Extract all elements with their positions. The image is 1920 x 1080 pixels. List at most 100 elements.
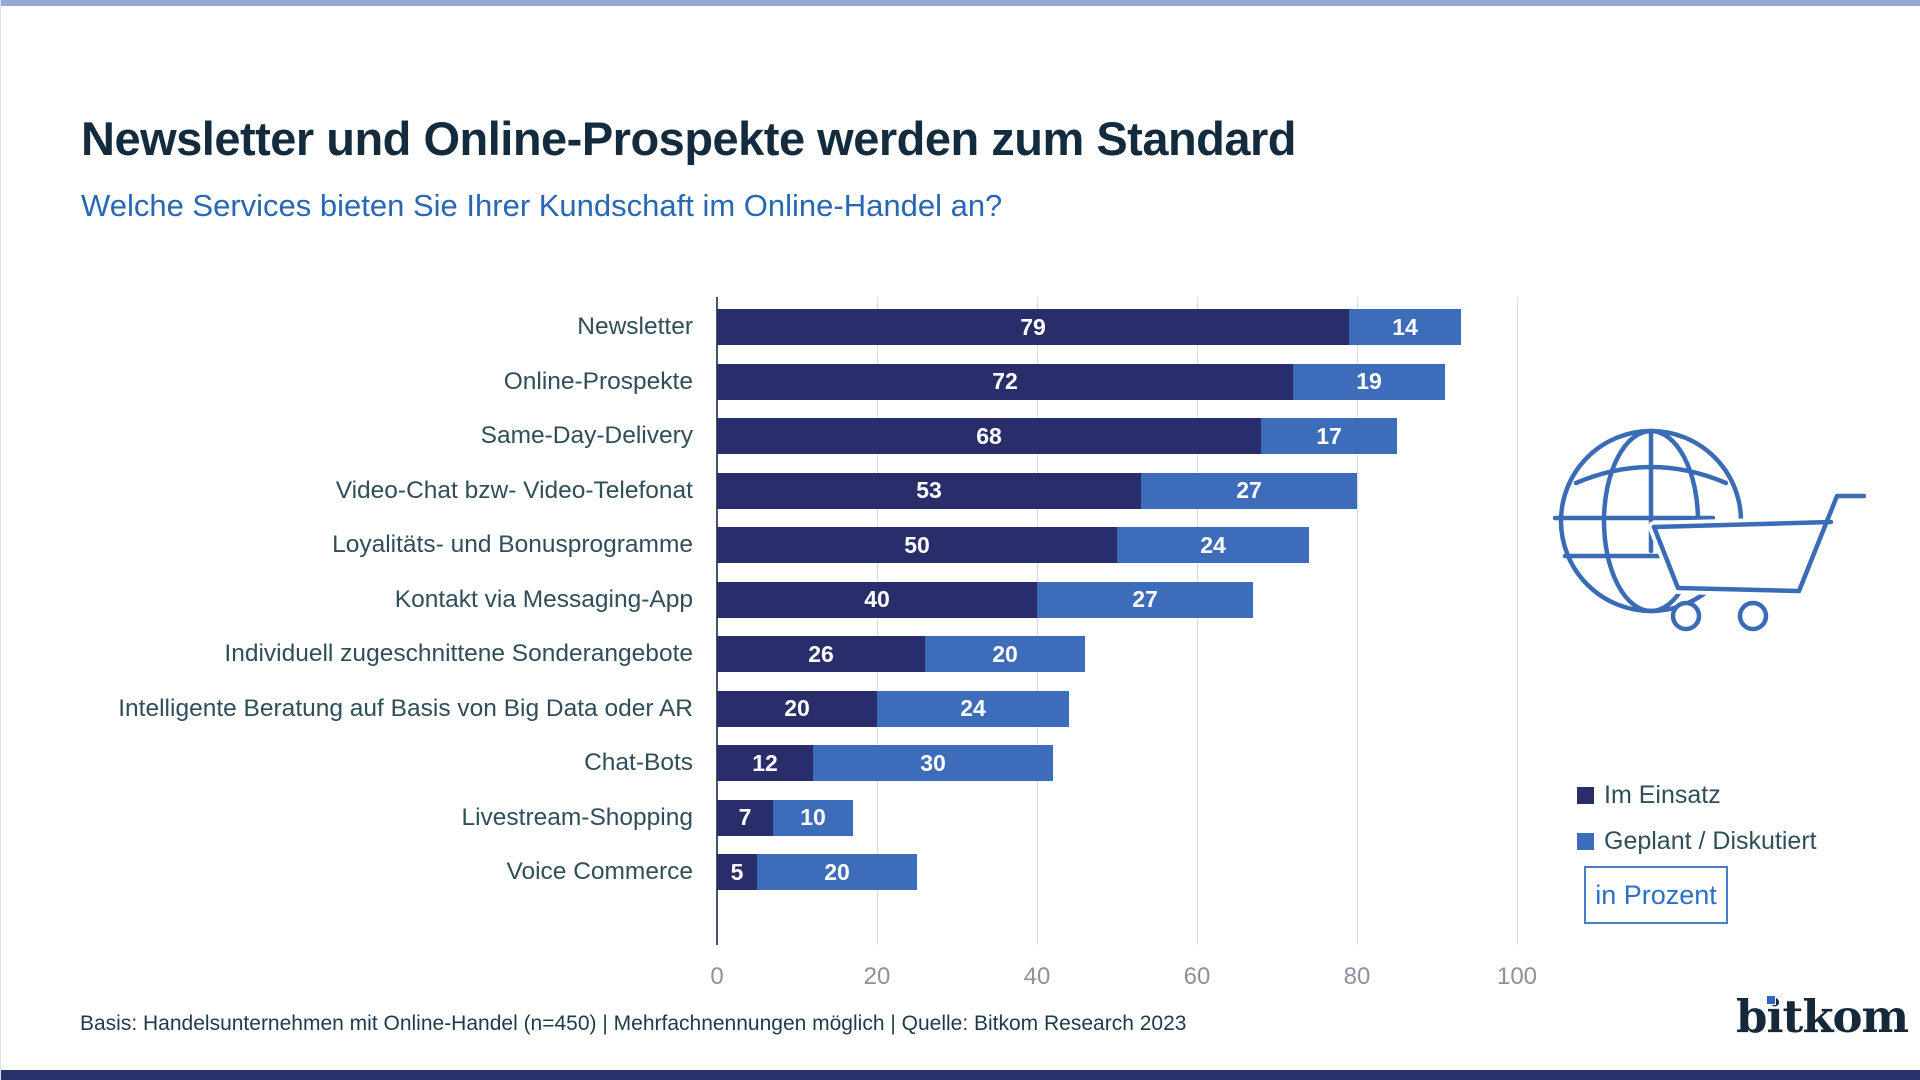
bar-value-label: 20 — [824, 858, 850, 885]
bar-track: 5 20 — [717, 854, 917, 891]
bar-track: 26 20 — [717, 636, 1085, 673]
chart-row: Newsletter 79 14 — [81, 300, 1541, 355]
page-title: Newsletter und Online-Prospekte werden z… — [81, 112, 1297, 166]
bar-segment-im-einsatz: 20 — [717, 690, 877, 727]
bar-track: 12 30 — [717, 745, 1053, 782]
bar-value-label: 26 — [808, 640, 834, 667]
bar-track: 72 19 — [717, 363, 1445, 400]
category-label: Livestream-Shopping — [461, 803, 693, 831]
stacked-bar-chart: Newsletter 79 14 Online-Prospekte 72 19 Same-D… — [81, 295, 1541, 995]
bar-value-label: 5 — [730, 858, 744, 885]
bar-segment-im-einsatz: 7 — [717, 799, 773, 836]
x-tick-label: 80 — [1343, 963, 1371, 990]
bitkom-logo-i-dot — [1767, 996, 1775, 1004]
category-label: Newsletter — [577, 313, 693, 341]
chart-row: Online-Prospekte 72 19 — [81, 355, 1541, 410]
bitkom-logo-text: bitkom — [1736, 990, 1909, 1043]
category-label: Same-Day-Delivery — [480, 422, 693, 450]
legend-swatch-geplant-diskutiert — [1577, 832, 1594, 850]
chart-row: Livestream-Shopping 7 10 — [81, 791, 1541, 846]
top-border-strip — [1, 0, 1920, 6]
x-tick-label: 0 — [710, 963, 724, 990]
bar-segment-geplant-diskutiert: 10 — [773, 799, 853, 836]
x-tick-label: 60 — [1183, 963, 1211, 990]
bar-value-label: 24 — [960, 695, 986, 722]
bar-segment-geplant-diskutiert: 20 — [925, 636, 1085, 673]
unit-box-label: in Prozent — [1595, 879, 1717, 910]
chart-row: Chat-Bots 12 30 — [81, 736, 1541, 791]
category-label: Loyalitäts- und Bonusprogramme — [332, 531, 693, 559]
chart-row: Video-Chat bzw- Video-Telefonat 53 27 — [81, 464, 1541, 519]
bar-value-label: 20 — [784, 695, 810, 722]
unit-box: in Prozent — [1584, 866, 1728, 924]
bar-segment-geplant-diskutiert: 17 — [1261, 418, 1397, 455]
globe-shopping-cart-icon — [1552, 428, 1867, 632]
source-note: Basis: Handelsunternehmen mit Online-Han… — [80, 1012, 1187, 1035]
bar-segment-im-einsatz: 53 — [717, 472, 1141, 509]
bar-segment-im-einsatz: 50 — [717, 527, 1117, 564]
category-label: Intelligente Beratung auf Basis von Big … — [118, 694, 693, 722]
bar-value-label: 50 — [904, 531, 930, 558]
bar-value-label: 40 — [864, 586, 890, 613]
bar-segment-im-einsatz: 72 — [717, 363, 1293, 400]
bar-segment-geplant-diskutiert: 24 — [877, 690, 1069, 727]
bar-segment-geplant-diskutiert: 20 — [757, 854, 917, 891]
chart-row: Kontakt via Messaging-App 40 27 — [81, 573, 1541, 628]
category-label: Video-Chat bzw- Video-Telefonat — [335, 476, 693, 504]
bar-track: 40 27 — [717, 581, 1253, 618]
x-tick-label: 40 — [1023, 963, 1051, 990]
bar-value-label: 72 — [992, 368, 1018, 395]
bar-value-label: 53 — [916, 477, 942, 504]
bar-value-label: 10 — [800, 804, 826, 831]
bar-value-label: 27 — [1132, 586, 1158, 613]
bar-segment-im-einsatz: 12 — [717, 745, 813, 782]
chart-row: Intelligente Beratung auf Basis von Big … — [81, 682, 1541, 737]
bar-segment-geplant-diskutiert: 14 — [1349, 309, 1461, 346]
bar-segment-geplant-diskutiert: 19 — [1293, 363, 1445, 400]
x-tick-label: 20 — [863, 963, 891, 990]
category-label: Online-Prospekte — [503, 367, 693, 395]
bar-segment-geplant-diskutiert: 24 — [1117, 527, 1309, 564]
bar-value-label: 12 — [752, 749, 778, 776]
legend-label: Geplant / Diskutiert — [1604, 826, 1817, 855]
bitkom-logo: bitkom — [1736, 990, 1909, 1043]
bar-value-label: 24 — [1200, 531, 1226, 558]
chart-row: Individuell zugeschnittene Sonderangebot… — [81, 627, 1541, 682]
bar-segment-geplant-diskutiert: 27 — [1141, 472, 1357, 509]
bar-value-label: 20 — [992, 640, 1018, 667]
bar-value-label: 17 — [1316, 422, 1342, 449]
category-label: Voice Commerce — [506, 858, 693, 886]
category-label: Chat-Bots — [584, 749, 693, 777]
bar-segment-im-einsatz: 79 — [717, 309, 1349, 346]
legend-label: Im Einsatz — [1604, 780, 1721, 809]
bar-value-label: 30 — [920, 749, 946, 776]
x-tick-label: 100 — [1496, 963, 1538, 990]
bar-segment-im-einsatz: 26 — [717, 636, 925, 673]
legend-item-geplant-diskutiert: Geplant / Diskutiert — [1577, 818, 1817, 864]
bar-track: 53 27 — [717, 472, 1357, 509]
bar-segment-im-einsatz: 68 — [717, 418, 1261, 455]
bar-value-label: 14 — [1392, 313, 1418, 340]
category-label: Individuell zugeschnittene Sonderangebot… — [224, 640, 693, 668]
chart-row: Voice Commerce 5 20 — [81, 845, 1541, 900]
bar-segment-geplant-diskutiert: 27 — [1037, 581, 1253, 618]
bar-track: 79 14 — [717, 309, 1461, 346]
legend: Im Einsatz Geplant / Diskutiert — [1577, 772, 1817, 864]
bar-value-label: 79 — [1020, 313, 1046, 340]
chart-question-subtitle: Welche Services bieten Sie Ihrer Kundsch… — [81, 187, 1003, 223]
bar-track: 7 10 — [717, 799, 853, 836]
bar-segment-im-einsatz: 5 — [717, 854, 757, 891]
bar-segment-geplant-diskutiert: 30 — [813, 745, 1053, 782]
bottom-border-strip — [1, 1070, 1920, 1080]
bar-segment-im-einsatz: 40 — [717, 581, 1037, 618]
bar-value-label: 7 — [738, 804, 752, 831]
bar-rows: Newsletter 79 14 Online-Prospekte 72 19 Same-D… — [81, 300, 1541, 900]
bar-value-label: 27 — [1236, 477, 1262, 504]
bar-value-label: 19 — [1356, 368, 1382, 395]
bar-track: 50 24 — [717, 527, 1309, 564]
legend-item-im-einsatz: Im Einsatz — [1577, 772, 1817, 818]
bar-value-label: 68 — [976, 422, 1002, 449]
chart-row: Same-Day-Delivery 68 17 — [81, 409, 1541, 464]
bar-track: 68 17 — [717, 418, 1397, 455]
